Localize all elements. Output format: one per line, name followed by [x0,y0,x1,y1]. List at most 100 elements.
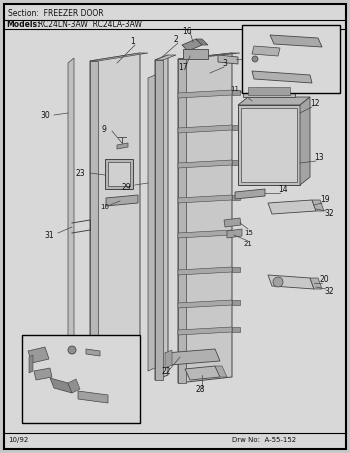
Text: 23: 23 [76,169,86,178]
Text: 30: 30 [40,111,50,120]
Text: 25: 25 [27,342,35,347]
Polygon shape [232,300,240,305]
Polygon shape [232,125,240,130]
Polygon shape [68,379,80,393]
Text: 26: 26 [40,382,48,387]
Text: 22: 22 [162,367,172,376]
Polygon shape [232,160,240,165]
Polygon shape [196,39,208,45]
Polygon shape [268,200,316,214]
Text: 4: 4 [320,29,325,38]
Polygon shape [155,55,168,380]
Polygon shape [28,347,49,363]
Bar [22,335,140,423]
Text: 32: 32 [324,288,334,297]
Text: 12: 12 [310,100,320,109]
Text: 19: 19 [320,196,330,204]
Polygon shape [270,35,322,47]
Text: 6: 6 [246,56,251,64]
Text: 11: 11 [230,86,239,92]
Polygon shape [185,366,220,380]
Text: 13: 13 [314,154,324,163]
Polygon shape [312,200,324,211]
Polygon shape [238,105,300,185]
Polygon shape [178,230,232,238]
Bar [241,108,297,182]
Bar [105,159,133,189]
Text: 27: 27 [28,362,36,367]
Polygon shape [232,327,240,332]
Polygon shape [86,349,100,356]
Text: Drw No:  A-55-152: Drw No: A-55-152 [232,437,296,443]
Polygon shape [178,195,232,203]
Polygon shape [29,355,33,373]
Polygon shape [68,58,74,363]
Text: 7: 7 [96,344,100,350]
Text: Models:: Models: [6,20,40,29]
Polygon shape [106,195,138,206]
Polygon shape [232,230,240,235]
Text: 1: 1 [130,38,135,47]
Polygon shape [227,229,242,238]
Polygon shape [310,278,322,289]
Polygon shape [90,61,98,381]
Circle shape [273,277,283,287]
Polygon shape [148,75,155,371]
Polygon shape [165,349,220,365]
Text: 15: 15 [244,230,253,236]
Polygon shape [252,46,280,56]
Polygon shape [232,267,240,272]
Polygon shape [182,39,202,51]
Text: Section:  FREEZER DOOR: Section: FREEZER DOOR [8,9,104,18]
Text: 20: 20 [320,275,330,284]
Text: 28: 28 [195,386,204,395]
Polygon shape [178,327,232,335]
Bar [243,85,295,97]
Polygon shape [178,160,232,168]
Polygon shape [300,97,310,185]
Polygon shape [178,90,232,98]
Polygon shape [232,90,240,95]
Text: 29: 29 [122,183,132,192]
Polygon shape [252,71,312,83]
Bar [242,25,340,93]
Polygon shape [90,53,140,381]
Text: RC24LN-3AW  RC24LA-3AW: RC24LN-3AW RC24LA-3AW [38,20,142,29]
Polygon shape [235,189,265,199]
Polygon shape [178,300,232,308]
Polygon shape [224,218,241,227]
Text: 10/92: 10/92 [8,437,28,443]
Polygon shape [165,350,172,368]
Polygon shape [232,195,240,200]
Bar [108,162,130,186]
Polygon shape [268,275,314,289]
Polygon shape [178,267,232,275]
Circle shape [68,346,76,354]
Text: 3: 3 [222,59,227,68]
Polygon shape [155,60,163,380]
Text: 21: 21 [244,241,253,247]
Polygon shape [117,143,128,149]
Text: 31: 31 [44,231,54,240]
Polygon shape [50,378,72,393]
Circle shape [252,56,258,62]
Polygon shape [178,53,240,59]
Text: 17: 17 [178,63,188,72]
Polygon shape [34,368,52,380]
Bar [248,87,290,95]
Text: 2: 2 [174,35,179,44]
Polygon shape [178,53,232,383]
Text: 14: 14 [278,185,288,194]
Polygon shape [90,53,148,61]
Polygon shape [78,391,108,403]
Polygon shape [218,55,238,64]
Text: 10: 10 [100,204,109,210]
Text: 24: 24 [246,72,255,78]
Text: 5: 5 [245,39,250,48]
Polygon shape [238,97,310,105]
Text: 18: 18 [242,52,252,61]
Polygon shape [178,59,186,383]
Text: 9: 9 [102,125,107,135]
Bar [183,49,208,59]
Text: 8: 8 [68,340,72,346]
